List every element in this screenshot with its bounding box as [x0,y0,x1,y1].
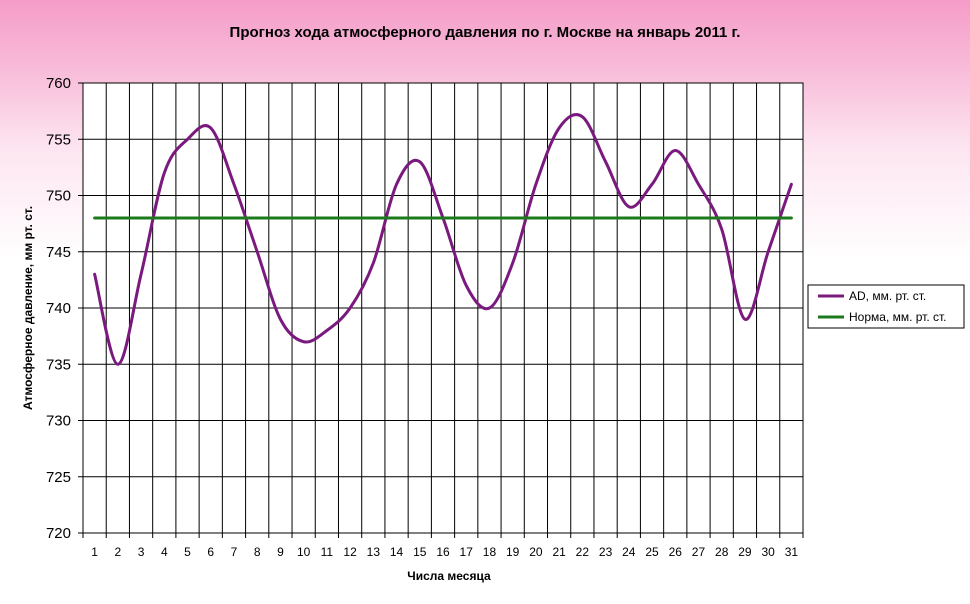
x-tick-label: 19 [506,545,520,559]
x-tick-label: 30 [761,545,775,559]
x-tick-label: 9 [277,545,284,559]
x-tick-label: 23 [599,545,613,559]
x-tick-label: 20 [529,545,543,559]
chart-title: Прогноз хода атмосферного давления по г.… [230,24,741,41]
y-tick-label: 760 [46,75,71,92]
x-tick-label: 13 [367,545,381,559]
y-tick-label: 740 [46,300,71,317]
x-tick-label: 15 [413,545,427,559]
x-tick-label: 28 [715,545,729,559]
x-tick-label: 16 [436,545,450,559]
x-tick-label: 1 [91,545,98,559]
x-tick-label: 18 [483,545,497,559]
x-tick-label: 27 [692,545,706,559]
x-tick-label: 25 [645,545,659,559]
legend-box [807,284,965,329]
x-tick-label: 24 [622,545,636,559]
x-tick-label: 14 [390,545,404,559]
y-axis-title: Атмосферное давление, мм рт. ст. [21,206,35,410]
y-tick-label: 730 [46,413,71,430]
x-tick-label: 17 [460,545,474,559]
legend: AD, мм. рт. ст. Норма, мм. рт. ст. [807,284,965,329]
x-tick-label: 11 [321,545,334,559]
x-tick-label: 5 [184,545,191,559]
y-tick-label: 750 [46,188,71,205]
y-tick-label: 725 [46,469,71,486]
x-axis-title: Числа месяца [407,569,491,583]
y-tick-label: 755 [46,131,71,148]
x-tick-label: 3 [138,545,145,559]
x-tick-label: 4 [161,545,168,559]
x-tick-label: 26 [669,545,683,559]
x-tick-label: 10 [297,545,311,559]
x-tick-label: 22 [576,545,590,559]
x-tick-label: 21 [552,545,566,559]
series-line-pressure [93,113,793,366]
legend-label: Норма, мм. рт. ст. [849,310,947,324]
x-tick-label: 6 [207,545,214,559]
y-tick-label: 745 [46,244,71,261]
x-tick-label: 29 [738,545,752,559]
x-tick-label: 2 [114,545,121,559]
x-tick-label: 12 [343,545,357,559]
x-tick-label: 7 [231,545,238,559]
x-tick-label: 8 [254,545,261,559]
x-tick-label: 31 [785,545,799,559]
y-tick-label: 735 [46,356,71,373]
y-tick-label: 720 [46,525,71,542]
legend-label: AD, мм. рт. ст. [849,289,926,303]
